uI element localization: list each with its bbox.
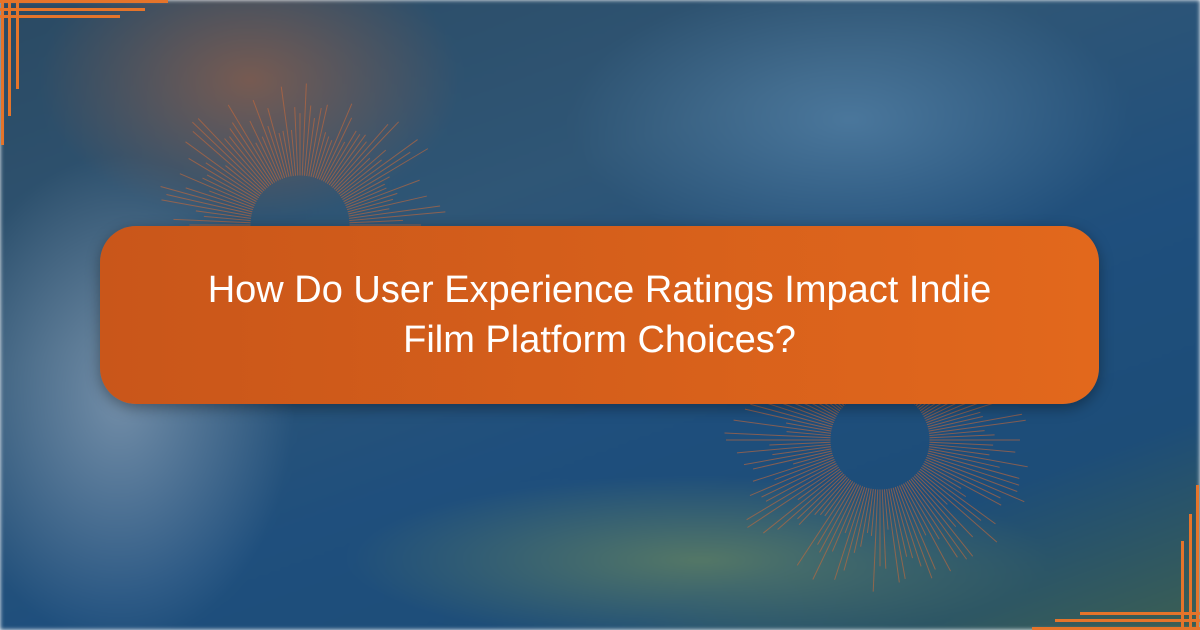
burst-ray	[929, 442, 993, 445]
burst-ray	[232, 123, 272, 184]
burst-ray	[268, 108, 287, 177]
burst-ray	[913, 477, 956, 526]
burst-ray	[166, 195, 251, 214]
corner-line	[8, 0, 11, 116]
burst-ray	[911, 479, 973, 557]
burst-ray	[325, 131, 356, 183]
title-banner: How Do User Experience Ratings Impact In…	[100, 226, 1099, 404]
burst-ray	[192, 122, 264, 191]
corner-line	[0, 0, 168, 3]
corner-line	[1189, 514, 1192, 630]
corner-line	[0, 8, 145, 11]
corner-line	[16, 0, 19, 89]
page-title: How Do User Experience Ratings Impact In…	[190, 265, 1010, 365]
corner-line	[1, 0, 4, 145]
burst-ray	[929, 431, 984, 436]
burst-ray	[929, 435, 994, 438]
burst-ray	[229, 137, 269, 187]
burst-ray	[750, 459, 835, 495]
burst-ray	[334, 122, 398, 189]
burst-ray	[198, 119, 266, 190]
burst-ray	[230, 128, 271, 185]
burst-ray	[835, 487, 865, 580]
burst-ray	[225, 139, 268, 188]
burst-ray	[745, 409, 832, 429]
burst-ray	[769, 442, 830, 445]
burst-ray	[916, 474, 948, 504]
burst-ray	[349, 220, 403, 222]
burst-ray	[315, 137, 328, 178]
burst-ray	[295, 107, 298, 175]
burst-ray	[899, 486, 935, 570]
corner-line	[1181, 541, 1184, 630]
corner-line	[1196, 485, 1199, 630]
corner-line	[1055, 619, 1200, 622]
burst-ray	[893, 488, 912, 558]
burst-ray	[337, 150, 385, 192]
burst-ray	[319, 104, 351, 180]
